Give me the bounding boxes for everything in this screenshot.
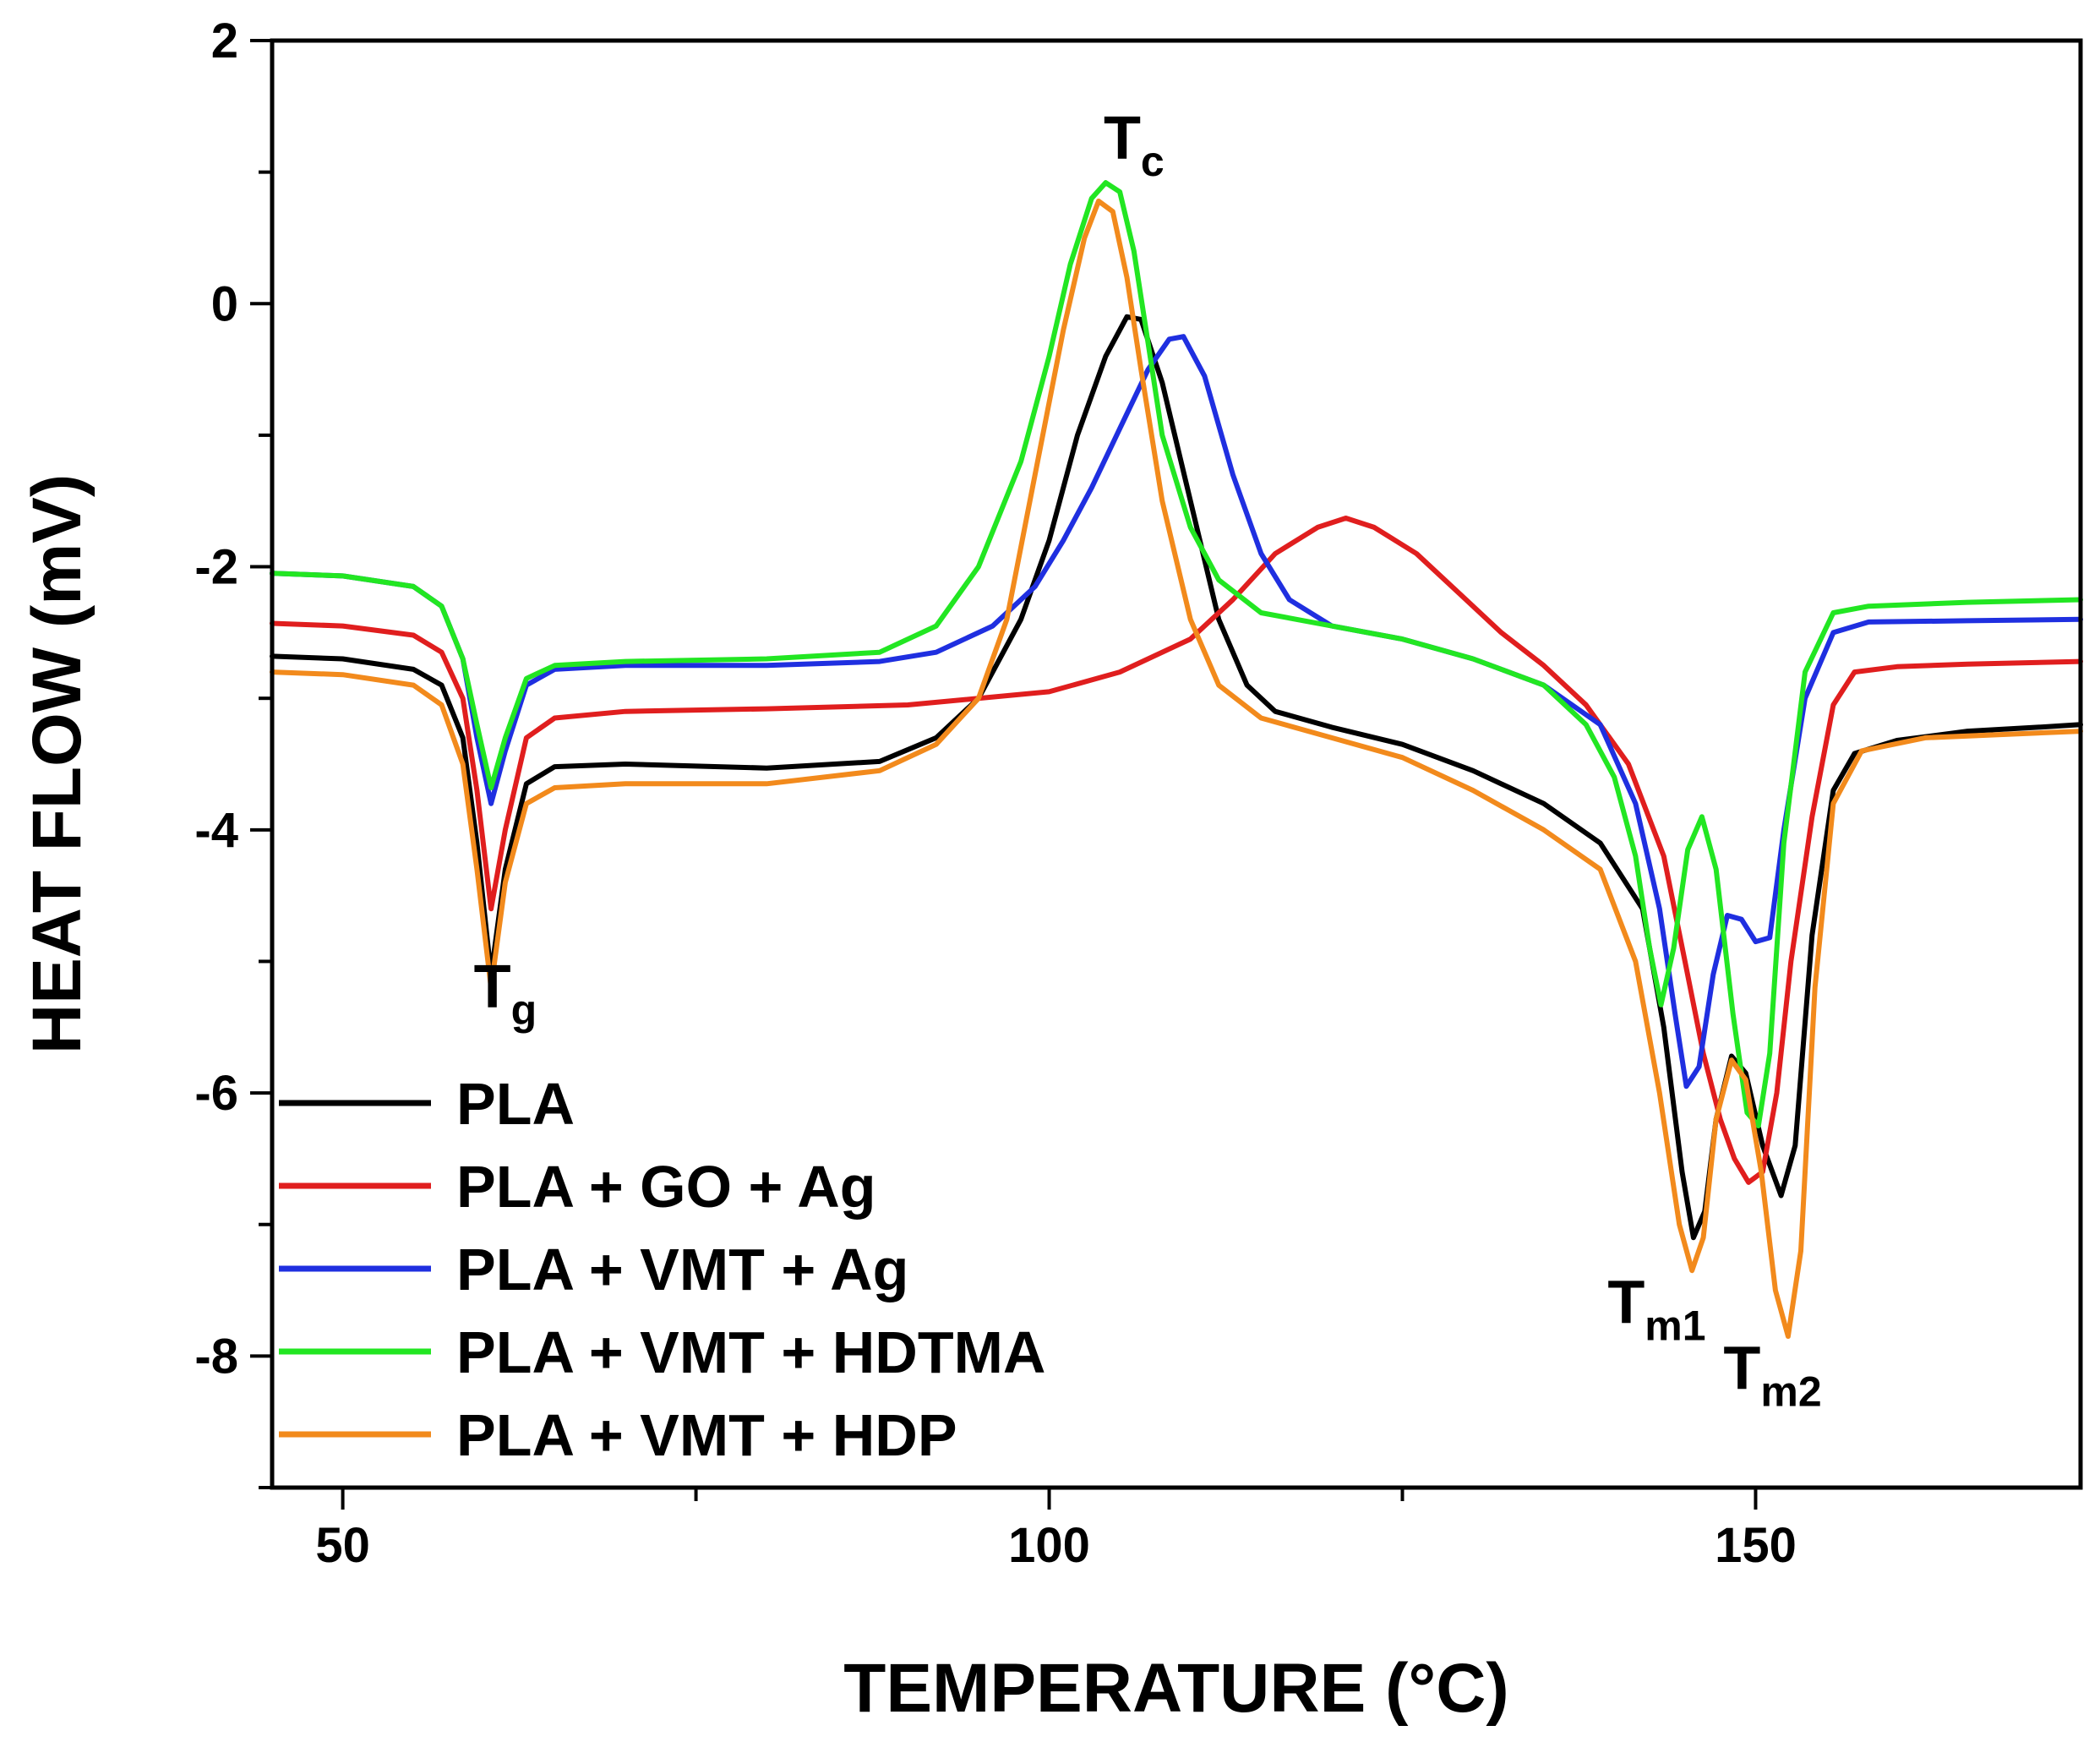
series-line-0 [270,314,2083,1241]
legend-label-1: PLA + GO + Ag [456,1154,876,1220]
series-line-2 [270,334,2083,1089]
legend-label-3: PLA + VMT + HDTMA [456,1319,1045,1385]
annotation-tm2: Tm2 [1723,1335,1821,1415]
y-tick-label: 0 [211,276,238,331]
y-tick-label: -8 [194,1329,238,1384]
x-axis-title: TEMPERATURE (°C) [843,1650,1508,1727]
series-line-4 [270,198,2083,1339]
legend-label-0: PLA [456,1071,575,1137]
annotation-tg: Tg [474,953,537,1034]
ticks-layer: 50 100 150 2 0 -2 -4 -6 -8 [194,14,1796,1573]
series-line-1 [270,516,2083,1185]
y-axis-title: HEAT FLOW (mV) [19,474,95,1054]
plot-frame [270,38,2083,1490]
series-layer [270,180,2083,1339]
legend: PLA PLA + GO + Ag PLA + VMT + Ag PLA + VMT … [279,1071,1045,1468]
annotation-tm1: Tm1 [1607,1269,1705,1349]
annotation-tc: Tc [1104,105,1165,185]
y-tick-label: 2 [211,14,238,68]
y-tick-label: -4 [194,803,238,858]
x-tick-label: 150 [1715,1518,1797,1573]
y-tick-label: -6 [194,1066,238,1121]
x-tick-label: 100 [1008,1518,1090,1573]
x-tick-label: 50 [315,1518,370,1573]
y-tick-label: -2 [194,540,238,595]
legend-label-2: PLA + VMT + Ag [456,1237,908,1302]
series-line-3 [270,180,2083,1128]
legend-label-4: PLA + VMT + HDP [456,1402,957,1468]
